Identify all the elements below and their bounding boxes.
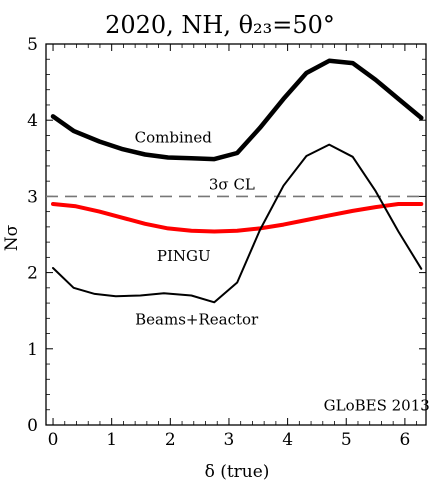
series-line-combined bbox=[50, 58, 424, 162]
y-tick-label: 1 bbox=[27, 340, 38, 360]
x-axis-label: δ (true) bbox=[205, 462, 270, 482]
x-tick-label: 3 bbox=[224, 430, 235, 450]
x-tick-label: 5 bbox=[341, 430, 352, 450]
series-line-beams-reactor bbox=[52, 143, 423, 304]
annotation-credit: GLoBES 2013 bbox=[324, 397, 429, 415]
y-axis-label: Nσ bbox=[2, 224, 22, 251]
plot-frame bbox=[45, 43, 427, 426]
y-tick-label: 3 bbox=[27, 187, 38, 207]
annotation-pingu: PINGU bbox=[157, 247, 211, 265]
annotation-combined: Combined bbox=[135, 128, 213, 146]
plot-area: 0 1 2 3 4 5 6 0 1 2 3 4 5 Combined PINGU Beams+Reactor 3… bbox=[27, 35, 429, 450]
x-tick-label: 1 bbox=[106, 430, 117, 450]
x-tick-label: 2 bbox=[165, 430, 176, 450]
series-line-pingu bbox=[51, 202, 424, 234]
y-tick-label: 2 bbox=[27, 264, 38, 284]
chart-title: 2020, NH, θ₂₃=50° bbox=[105, 11, 335, 39]
annotation-cl: 3σ CL bbox=[209, 176, 255, 194]
x-tick-label: 6 bbox=[399, 430, 410, 450]
y-tick-label: 5 bbox=[27, 35, 38, 55]
y-tick-label: 0 bbox=[27, 416, 38, 436]
x-tick-label: 0 bbox=[48, 430, 59, 450]
x-tick-label: 4 bbox=[282, 430, 293, 450]
annotation-beams: Beams+Reactor bbox=[135, 310, 259, 328]
y-tick-label: 4 bbox=[27, 111, 38, 131]
